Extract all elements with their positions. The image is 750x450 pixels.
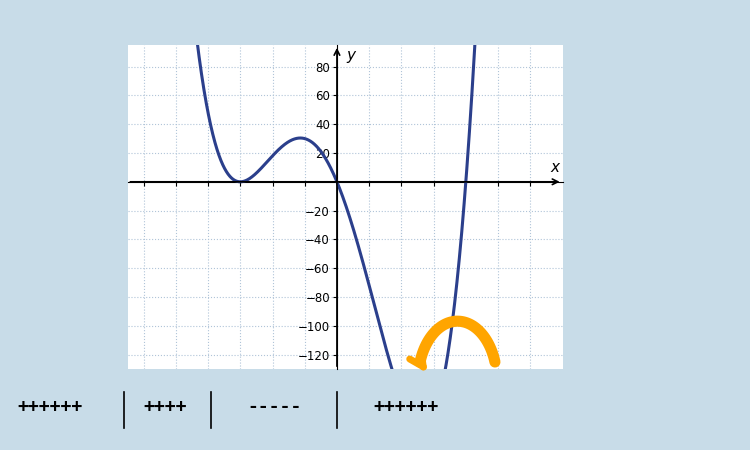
Text: ++++++: ++++++ <box>374 398 438 416</box>
Text: ++++: ++++ <box>143 398 187 416</box>
Text: ++++++: ++++++ <box>17 398 82 416</box>
Text: x: x <box>550 160 560 175</box>
Text: y: y <box>346 48 355 63</box>
Text: -----: ----- <box>248 398 302 416</box>
